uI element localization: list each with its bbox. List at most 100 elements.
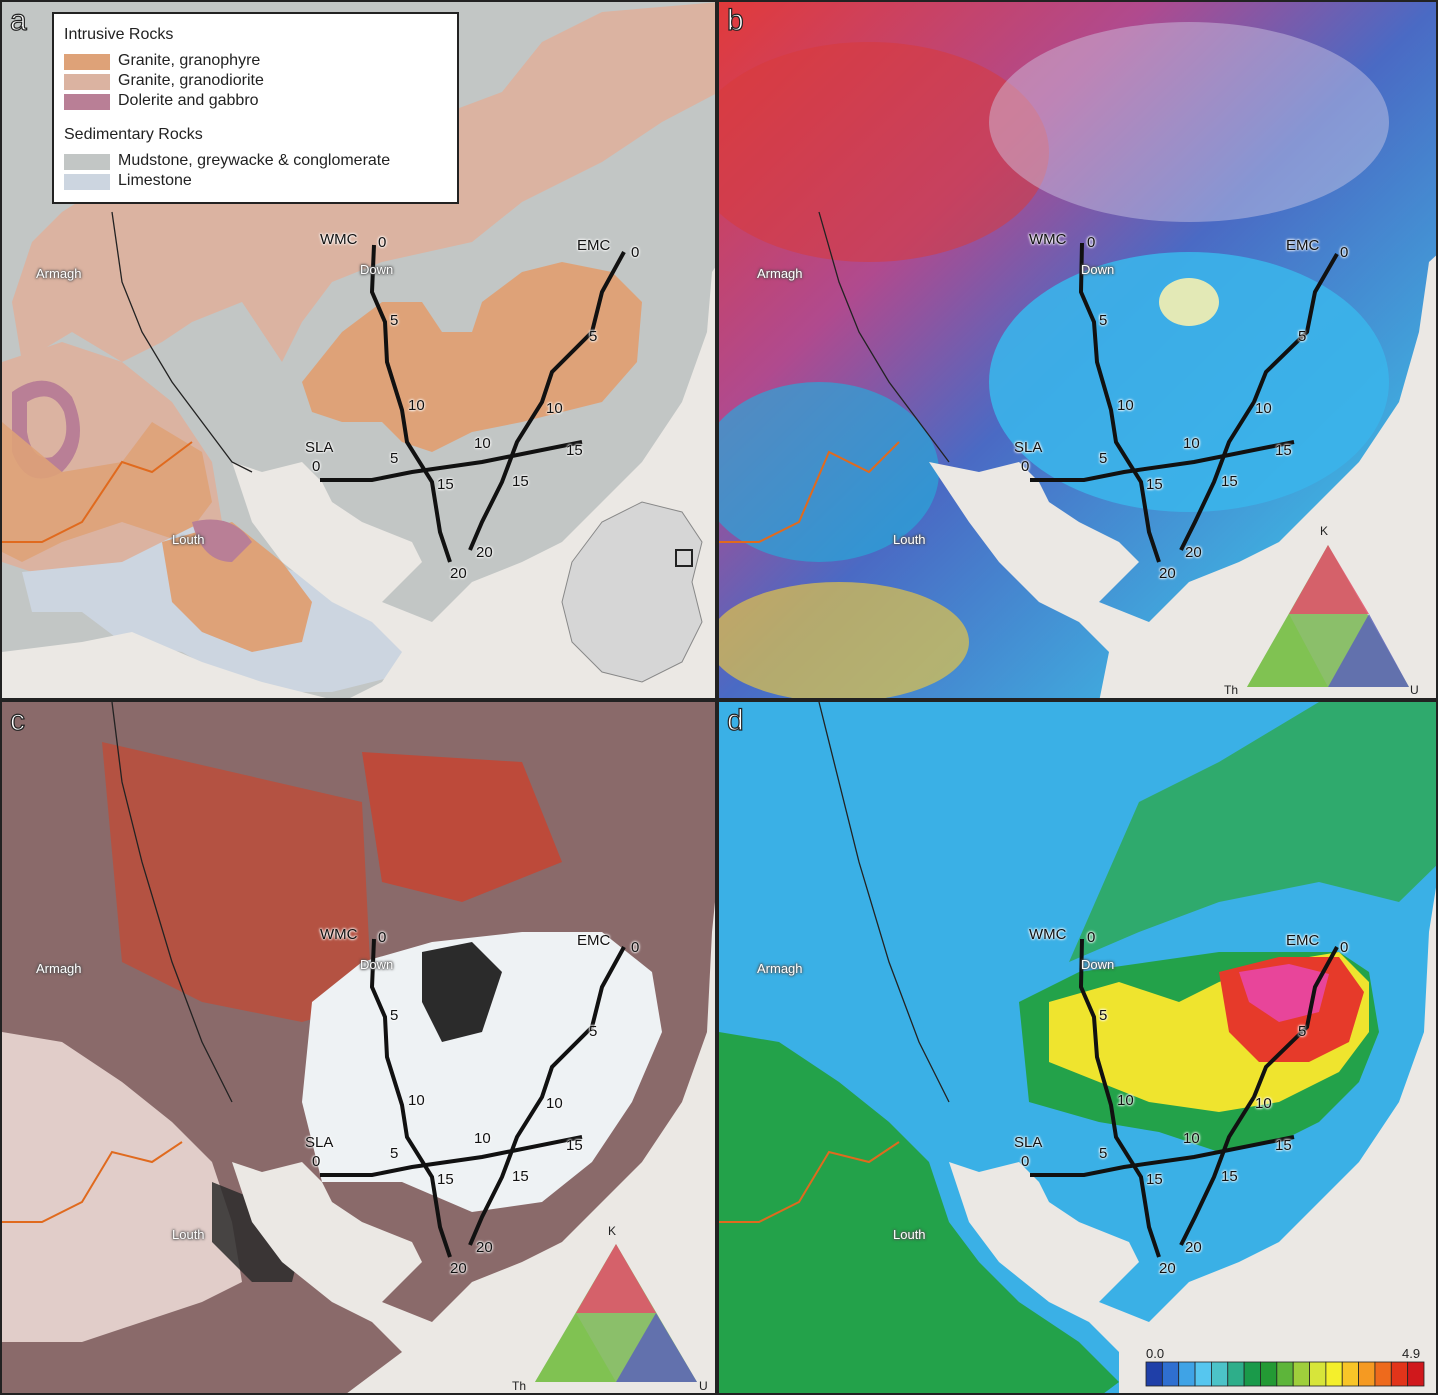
sea-area-c <box>232 902 715 1393</box>
sla-10: 10 <box>1183 435 1200 452</box>
ternary-u-corner-c <box>616 1313 697 1382</box>
traverse-lines-a <box>320 244 626 563</box>
ternary-th-corner-c <box>535 1313 616 1382</box>
legend-swatch <box>64 154 110 170</box>
scale-bar-swatch <box>1358 1361 1376 1387</box>
ternary-th-label: Th <box>1224 683 1239 697</box>
scale-min-label: 0.0 <box>1146 1346 1165 1361</box>
white-mourne-zone <box>302 932 662 1212</box>
wmc-15: 15 <box>437 1171 454 1188</box>
emc-0: 0 <box>631 939 640 956</box>
ternary-k-corner-c <box>576 1244 656 1313</box>
scale-bar-swatch <box>1227 1361 1245 1387</box>
legend-swatch <box>64 74 110 90</box>
place-armagh: Armagh <box>757 266 803 281</box>
emc-10: 10 <box>1255 400 1272 417</box>
wmc-10: 10 <box>1117 397 1134 414</box>
legend-label: Granite, granophyre <box>118 52 261 69</box>
sla-0: 0 <box>1021 458 1030 475</box>
wmc-5: 5 <box>390 312 399 329</box>
wmc-0: 0 <box>378 234 387 251</box>
wmc-0: 0 <box>1087 234 1096 251</box>
emc-20: 20 <box>476 1239 493 1256</box>
panel-c-radiometric-ternary: c <box>0 700 717 1395</box>
emc-20: 20 <box>1185 1239 1202 1256</box>
wmc-5: 5 <box>1099 1007 1108 1024</box>
border-orange <box>719 441 900 543</box>
wmc-5: 5 <box>1099 312 1108 329</box>
sla-0: 0 <box>312 1153 321 1170</box>
traverse-lines-b <box>1030 242 1339 563</box>
emc-5: 5 <box>589 1023 598 1040</box>
sla-15: 15 <box>1275 1137 1292 1154</box>
ternary-u-corner <box>1328 614 1409 687</box>
ternary-u-label: U <box>699 1379 708 1393</box>
legend-swatch <box>64 174 110 190</box>
legend-sedimentary-heading: Sedimentary Rocks <box>64 126 203 143</box>
place-down: Down <box>360 262 394 277</box>
scale-bar-swatch <box>1292 1361 1310 1387</box>
panel-a-geology-map: Intrusive Rocks Granite, granophyre Gran… <box>0 0 717 700</box>
scale-bar-swatch <box>1309 1361 1327 1387</box>
emc-5: 5 <box>589 328 598 345</box>
ternary-th-label: Th <box>512 1379 527 1393</box>
county-border-d <box>818 702 950 1103</box>
emc-0: 0 <box>1340 244 1349 261</box>
ternary-u-label: U <box>1410 683 1419 697</box>
scale-bar-swatch <box>1374 1361 1392 1387</box>
border-orange <box>2 441 193 543</box>
place-louth: Louth <box>893 532 926 547</box>
yellow-zone <box>719 582 969 698</box>
border-orange-d <box>719 1141 900 1223</box>
legend-label: Granite, granodiorite <box>118 72 264 89</box>
place-armagh: Armagh <box>36 266 82 281</box>
sla-label: SLA <box>305 1134 334 1151</box>
place-down: Down <box>1081 262 1115 277</box>
panel-letter-c: c <box>9 703 25 737</box>
inset-location-box <box>675 549 693 567</box>
mixed-zone <box>989 22 1389 222</box>
ternary-map-svg-c <box>2 702 715 1393</box>
emc-15: 15 <box>1221 1168 1238 1185</box>
scale-bar-swatch <box>1178 1361 1196 1387</box>
place-louth: Louth <box>172 1227 205 1242</box>
u-th-zone-mourne <box>989 252 1389 512</box>
sla-10: 10 <box>474 435 491 452</box>
place-louth: Louth <box>893 1227 926 1242</box>
panel-b-radiometric-ternary: b <box>717 0 1438 700</box>
wmc-15: 15 <box>1146 476 1163 493</box>
ireland-inset <box>561 501 703 683</box>
emc-5: 5 <box>1298 1023 1307 1040</box>
wmc-0: 0 <box>378 929 387 946</box>
place-down: Down <box>1081 957 1115 972</box>
granophyre-louth <box>162 522 312 652</box>
legend-swatch <box>64 54 110 70</box>
green-zone-sw <box>719 1032 1119 1393</box>
emc-label: EMC <box>577 932 611 949</box>
place-armagh: Armagh <box>757 961 803 976</box>
emc-20: 20 <box>476 544 493 561</box>
scale-bar-swatch <box>1145 1361 1163 1387</box>
sla-label: SLA <box>305 439 334 456</box>
dolerite-ring-inner <box>27 396 67 458</box>
panel-letter-a: a <box>9 3 27 37</box>
emc-15: 15 <box>512 473 529 490</box>
sla-5: 5 <box>390 1145 399 1162</box>
sla-15: 15 <box>566 442 583 459</box>
ternary-k-label: K <box>608 1224 617 1238</box>
scale-bar-swatch <box>1260 1361 1278 1387</box>
sla-15: 15 <box>566 1137 583 1154</box>
ternary-k-corner <box>1289 545 1369 614</box>
scale-bar-swatch <box>1194 1361 1212 1387</box>
place-down: Down <box>360 957 394 972</box>
sla-15: 15 <box>1275 442 1292 459</box>
wmc-10: 10 <box>408 397 425 414</box>
geology-legend: Intrusive Rocks Granite, granophyre Gran… <box>52 12 459 204</box>
emc-15: 15 <box>1221 473 1238 490</box>
emc-5: 5 <box>1298 328 1307 345</box>
emc-label: EMC <box>1286 237 1320 254</box>
granophyre-mourne <box>302 262 642 452</box>
ternary-k-label: K <box>1320 524 1329 538</box>
wmc-15: 15 <box>437 476 454 493</box>
wmc-label: WMC <box>320 926 358 943</box>
